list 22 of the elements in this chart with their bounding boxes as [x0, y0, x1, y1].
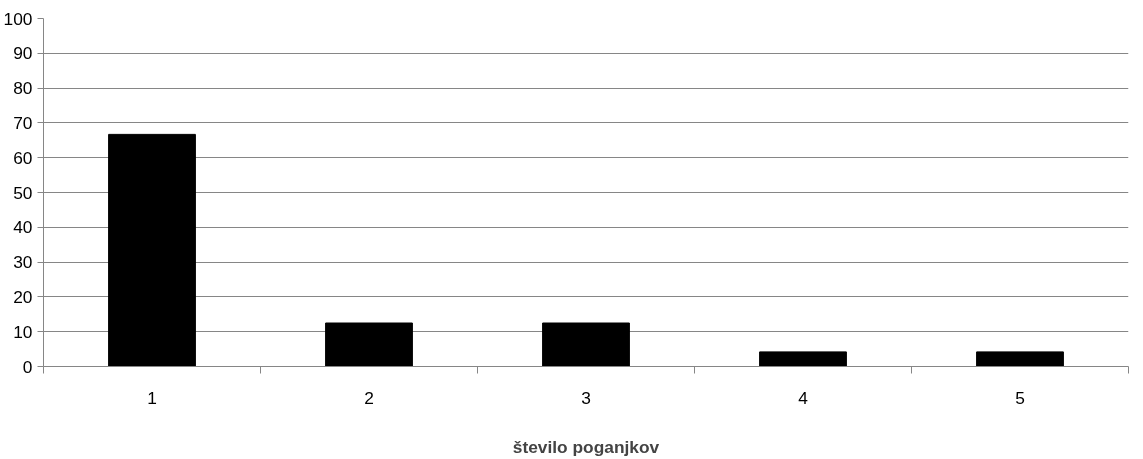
x-tick-label: 2: [364, 387, 374, 408]
x-tick-label: 1: [147, 387, 157, 408]
bar: [108, 133, 196, 367]
x-axis-title: število poganjkov: [512, 436, 660, 457]
y-tick-label: 80: [13, 78, 33, 99]
bar: [759, 351, 847, 367]
bar: [976, 351, 1064, 367]
y-tick-label: 10: [13, 321, 33, 342]
y-tick-label: 0: [22, 356, 33, 377]
x-tick-label: 5: [1015, 387, 1025, 408]
x-tick-label: 3: [581, 387, 591, 408]
y-tick-label: 30: [13, 252, 33, 273]
y-tick-label: 40: [13, 217, 33, 238]
y-tick-label: 90: [13, 43, 33, 64]
y-tick-label: 50: [13, 182, 33, 203]
bar: [325, 322, 413, 367]
y-tick-label: 100: [3, 8, 33, 29]
y-tick-label: 60: [13, 147, 33, 168]
y-tick-label: 20: [13, 286, 33, 307]
x-tick-label: 4: [798, 387, 809, 408]
y-tick-label: 70: [13, 112, 33, 133]
bar: [542, 322, 630, 367]
